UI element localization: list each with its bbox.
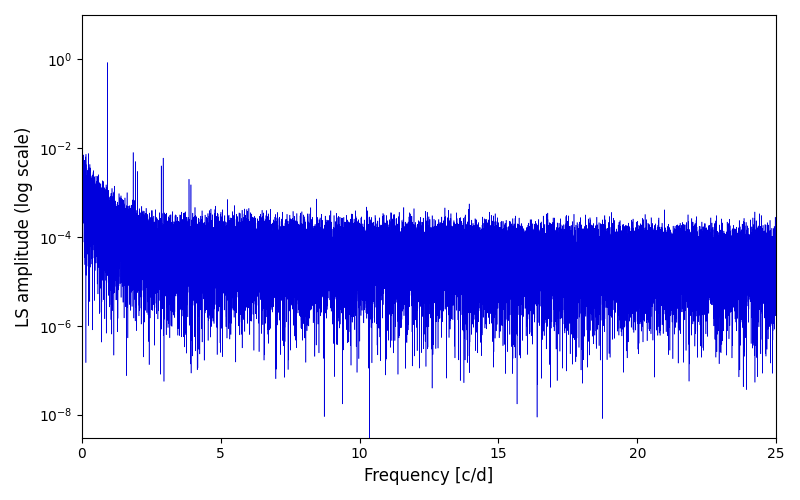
Y-axis label: LS amplitude (log scale): LS amplitude (log scale) xyxy=(15,126,33,326)
X-axis label: Frequency [c/d]: Frequency [c/d] xyxy=(364,467,494,485)
